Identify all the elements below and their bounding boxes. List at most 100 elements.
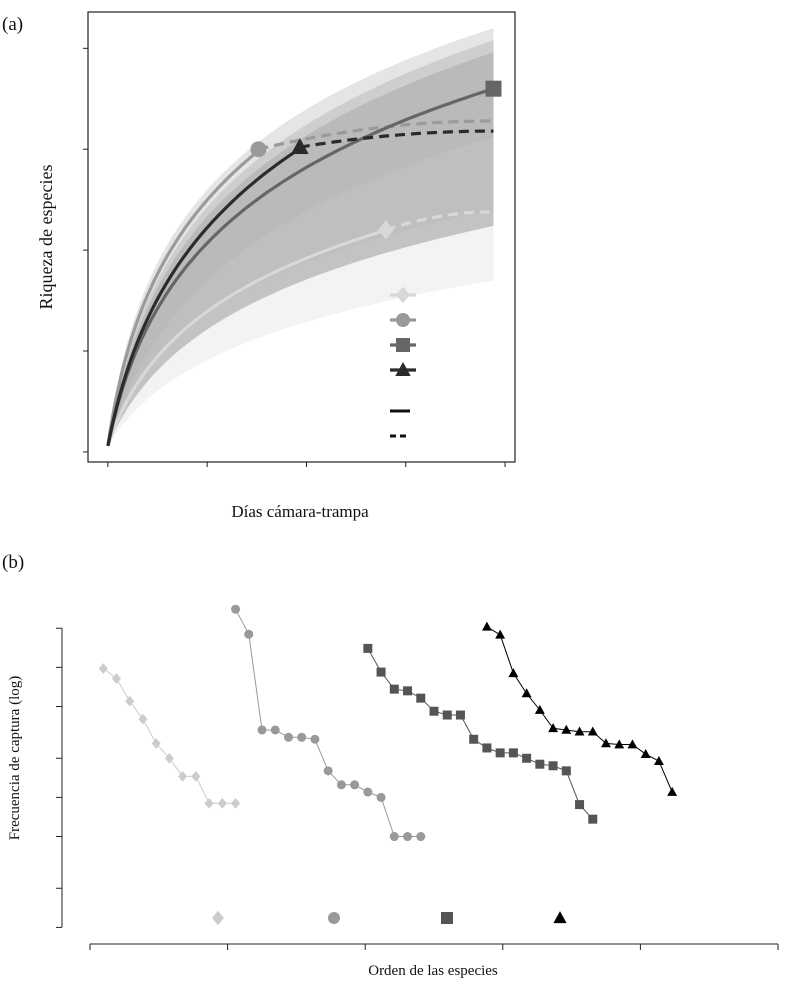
data-point — [297, 732, 307, 742]
data-point — [508, 668, 519, 678]
legend-marker-2014-2015 — [396, 313, 410, 327]
panel-b-label: (b) — [2, 552, 24, 573]
series-line-2015-2016 — [367, 648, 594, 820]
data-point — [138, 713, 148, 725]
panel-a: (a) Días cámara-trampa Riqueza de especi… — [2, 11, 516, 521]
legend-marker-2015-2016 — [396, 338, 410, 352]
data-point — [416, 832, 426, 842]
interpolation-line-2015-2016 — [106, 87, 494, 447]
data-point — [548, 723, 559, 733]
data-point — [376, 792, 386, 802]
data-point — [601, 738, 611, 748]
data-point — [548, 761, 558, 771]
confidence-band-2016-2017 — [107, 52, 494, 446]
data-point — [481, 621, 492, 631]
data-point — [614, 739, 625, 749]
data-point — [310, 734, 320, 744]
data-point — [561, 724, 572, 734]
data-point — [561, 766, 571, 776]
data-point — [403, 832, 413, 842]
x-axis-label: Días cámara-trampa — [231, 502, 369, 521]
observed-marker-2015-2016 — [485, 80, 502, 97]
series-2014-2015 — [231, 604, 426, 842]
data-point — [363, 643, 373, 653]
data-point — [231, 604, 241, 614]
data-point — [535, 759, 545, 769]
observed-markers — [250, 80, 502, 240]
observed-marker-2016-2017 — [291, 138, 309, 155]
observed-marker-2014-2015 — [250, 141, 267, 158]
data-point — [495, 748, 505, 758]
data-point — [416, 693, 426, 703]
data-point — [125, 695, 135, 707]
series-line-2013-2014 — [102, 668, 236, 804]
legend — [212, 910, 567, 926]
data-point — [627, 739, 638, 749]
interpolation-line-2016-2017 — [106, 147, 301, 447]
extrapolation-line-2014-2015 — [258, 119, 494, 151]
data-point — [469, 734, 479, 744]
panel-a-frame — [87, 11, 516, 463]
legend — [390, 286, 416, 438]
y-axis-label: Frecuencia de captura (log) — [7, 676, 23, 841]
data-point — [534, 704, 545, 714]
legend-marker-2016-2017 — [553, 911, 567, 924]
series-2015-2016 — [363, 643, 598, 824]
data-point — [111, 673, 121, 684]
legend-marker-2016-2017 — [395, 361, 411, 376]
data-point — [653, 755, 664, 765]
data-point — [574, 726, 585, 736]
data-point — [667, 786, 678, 796]
series-line-2014-2015 — [235, 608, 421, 837]
data-point — [587, 726, 598, 736]
data-point — [495, 629, 506, 639]
legend-marker-2013-2014 — [396, 286, 410, 304]
data-point — [575, 800, 585, 810]
panel-a-label: (a) — [2, 14, 23, 35]
data-point — [98, 663, 108, 674]
legend-marker-2013-2014 — [212, 910, 224, 926]
legend-marker-2014-2015 — [328, 912, 340, 924]
extrapolation-line-2016-2017 — [299, 129, 494, 149]
data-point — [403, 686, 413, 696]
x-axis-label: Orden de las especies — [368, 963, 498, 979]
series-2016-2017 — [481, 621, 678, 796]
interpolation-line-2014-2015 — [106, 149, 260, 447]
data-point — [164, 752, 174, 764]
data-point — [429, 706, 439, 716]
data-point — [244, 629, 254, 639]
data-point — [442, 710, 452, 720]
data-point — [363, 787, 373, 797]
data-point — [217, 797, 227, 809]
observed-marker-2013-2014 — [377, 220, 394, 240]
series-line-2016-2017 — [486, 626, 673, 793]
data-point — [455, 710, 465, 720]
data-point — [283, 732, 293, 742]
data-point — [389, 832, 399, 842]
confidence-bands — [107, 28, 494, 446]
rank-abundance-series — [98, 604, 678, 842]
data-point — [376, 667, 386, 677]
data-point — [640, 748, 651, 758]
interpolation-line-2013-2014 — [106, 228, 387, 447]
data-point — [270, 725, 280, 735]
data-point — [231, 797, 241, 809]
panel-b-axes — [56, 627, 779, 950]
data-point — [191, 771, 201, 782]
rarefaction-curves — [106, 87, 494, 447]
data-point — [336, 780, 346, 790]
series-2013-2014 — [98, 663, 241, 809]
data-point — [323, 766, 333, 776]
data-point — [204, 797, 214, 809]
data-point — [389, 684, 399, 694]
data-point — [151, 738, 161, 749]
panel-a-axes — [83, 47, 506, 467]
data-point — [178, 771, 188, 782]
data-point — [522, 753, 532, 763]
data-point — [257, 725, 267, 735]
extrapolation-line-2013-2014 — [385, 210, 494, 232]
legend-marker-2015-2016 — [441, 912, 453, 924]
data-point — [588, 814, 598, 824]
data-point — [350, 780, 360, 790]
